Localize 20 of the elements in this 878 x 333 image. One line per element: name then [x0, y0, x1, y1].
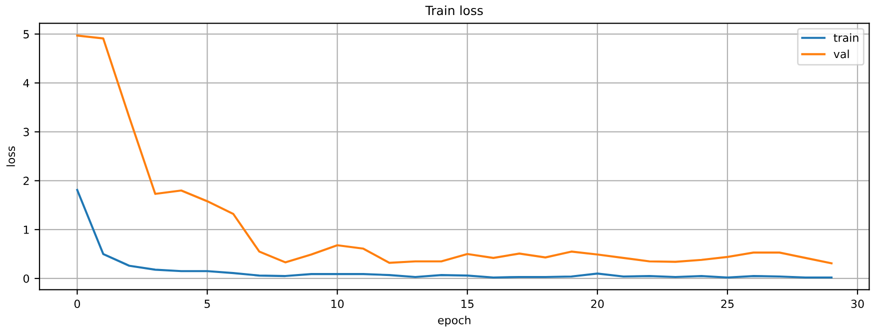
x-axis-title: epoch — [438, 316, 470, 326]
legend-label: val — [834, 50, 849, 58]
y-tick-label: 1 — [24, 226, 29, 234]
chart-title: Train loss — [425, 5, 483, 16]
x-tick-label: 20 — [591, 300, 604, 308]
y-axis-title: loss — [6, 146, 16, 166]
x-tick-label: 15 — [462, 300, 474, 308]
y-tick-label: 0 — [23, 274, 30, 283]
y-tick-label: 4 — [23, 79, 30, 88]
y-tick-label: 5 — [24, 30, 29, 38]
y-tick-label: 3 — [24, 128, 29, 136]
line-series — [76, 34, 833, 264]
x-tick-label: 5 — [204, 300, 210, 308]
x-tick-label: 25 — [721, 300, 734, 308]
y-tick-label: 2 — [24, 176, 29, 185]
x-tick-label: 10 — [331, 300, 344, 308]
x-tick-label: 30 — [851, 300, 864, 308]
x-tick-label: 0 — [74, 300, 80, 308]
line-series — [76, 188, 833, 279]
legend-label: train — [834, 33, 858, 42]
